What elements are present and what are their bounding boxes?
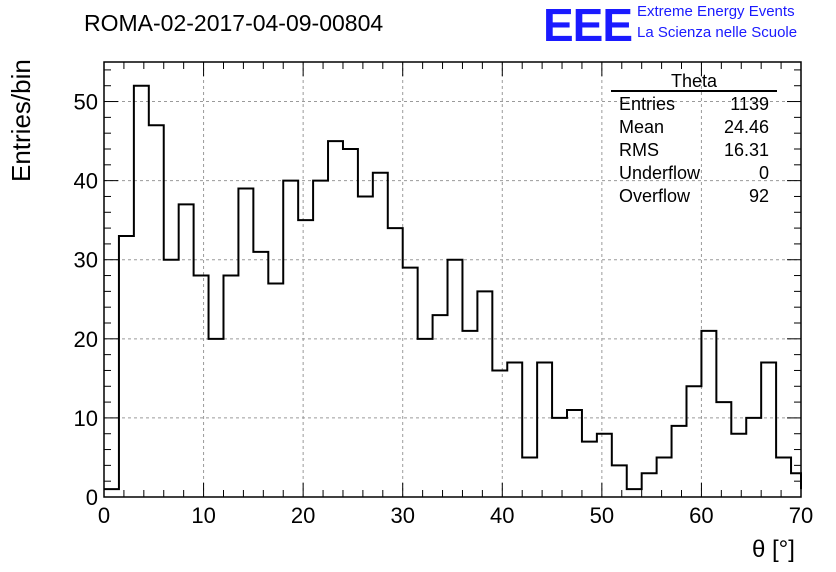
stat-value: 24.46 bbox=[723, 117, 769, 137]
stat-value: 92 bbox=[748, 186, 769, 206]
x-tick-label: 20 bbox=[291, 503, 315, 528]
logo-line-1: Extreme Energy Events bbox=[637, 3, 795, 20]
logo-line-2: La Scienza nelle Scuole bbox=[637, 24, 798, 41]
chart-title: ROMA-02-2017-04-09-00804 bbox=[84, 10, 384, 36]
x-tick-label: 40 bbox=[490, 503, 514, 528]
x-tick-label: 60 bbox=[689, 503, 713, 528]
x-tick-label: 10 bbox=[191, 503, 215, 528]
stat-row: RMS 16.31 bbox=[611, 138, 777, 161]
y-tick-label: 30 bbox=[74, 248, 98, 273]
y-tick-label: 10 bbox=[74, 406, 98, 431]
stat-label: Underflow bbox=[619, 163, 701, 183]
y-axis-label: Entries/bin bbox=[6, 59, 36, 182]
histogram-layer bbox=[104, 84, 802, 491]
stat-value: 1139 bbox=[730, 94, 769, 114]
y-tick-label: 40 bbox=[74, 169, 98, 194]
stat-label: Entries bbox=[619, 94, 676, 114]
axes-layer bbox=[103, 61, 802, 498]
stat-label: RMS bbox=[619, 140, 659, 160]
stat-row: Underflow 0 bbox=[611, 161, 777, 184]
y-tick-label: 20 bbox=[74, 327, 98, 352]
x-axis-label: θ [°] bbox=[752, 536, 795, 563]
x-tick-label: 30 bbox=[390, 503, 414, 528]
tick-labels-layer: 0 10 20 30 40 50 60 70 0 10 20 30 40 50 bbox=[74, 90, 814, 528]
stat-value: 0 bbox=[758, 163, 769, 183]
stat-value: 16.31 bbox=[723, 140, 769, 160]
x-tick-label: 0 bbox=[98, 503, 110, 528]
stats-box: Theta Entries 1139 Mean 24.46 RMS 16.31 … bbox=[611, 70, 777, 207]
plot-frame bbox=[103, 61, 802, 498]
eee-logo: EEE bbox=[543, 0, 633, 51]
stat-row: Overflow 92 bbox=[611, 184, 777, 207]
stat-row: Mean 24.46 bbox=[611, 115, 777, 138]
grid-layer bbox=[104, 62, 801, 497]
x-tick-label: 50 bbox=[590, 503, 614, 528]
stats-title: Theta bbox=[611, 70, 777, 92]
stat-label: Overflow bbox=[619, 186, 691, 206]
stat-row: Entries 1139 bbox=[611, 92, 777, 115]
y-tick-label: 0 bbox=[86, 485, 98, 510]
y-tick-label: 50 bbox=[74, 90, 98, 115]
stat-label: Mean bbox=[619, 117, 665, 137]
x-tick-label: 70 bbox=[789, 503, 813, 528]
histogram-outline bbox=[104, 84, 802, 491]
